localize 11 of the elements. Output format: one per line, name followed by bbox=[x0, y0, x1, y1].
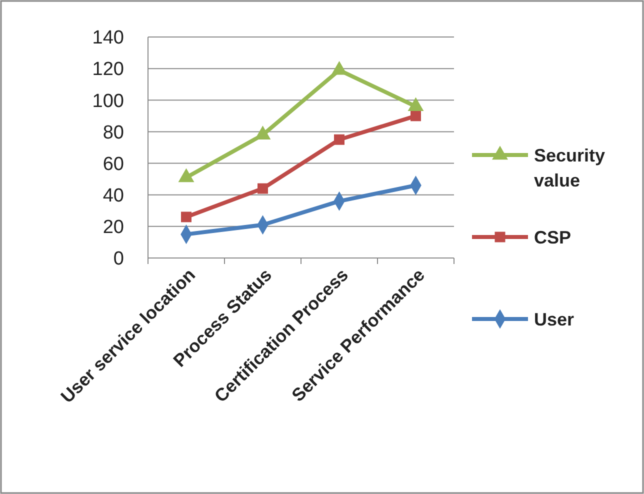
y-tick-label: 100 bbox=[92, 90, 124, 112]
y-tick-label: 40 bbox=[102, 186, 124, 207]
legend-label: CSP bbox=[534, 227, 572, 248]
y-tick-label: 0 bbox=[113, 248, 124, 270]
y-tick-label: 120 bbox=[92, 59, 124, 80]
legend-label: User bbox=[534, 309, 574, 330]
y-tick-label: 60 bbox=[102, 154, 124, 175]
legend-label: Security value bbox=[534, 145, 606, 190]
y-tick-label: 140 bbox=[92, 28, 124, 49]
y-tick-label: 20 bbox=[102, 217, 124, 238]
y-tick-label: 80 bbox=[102, 122, 124, 144]
